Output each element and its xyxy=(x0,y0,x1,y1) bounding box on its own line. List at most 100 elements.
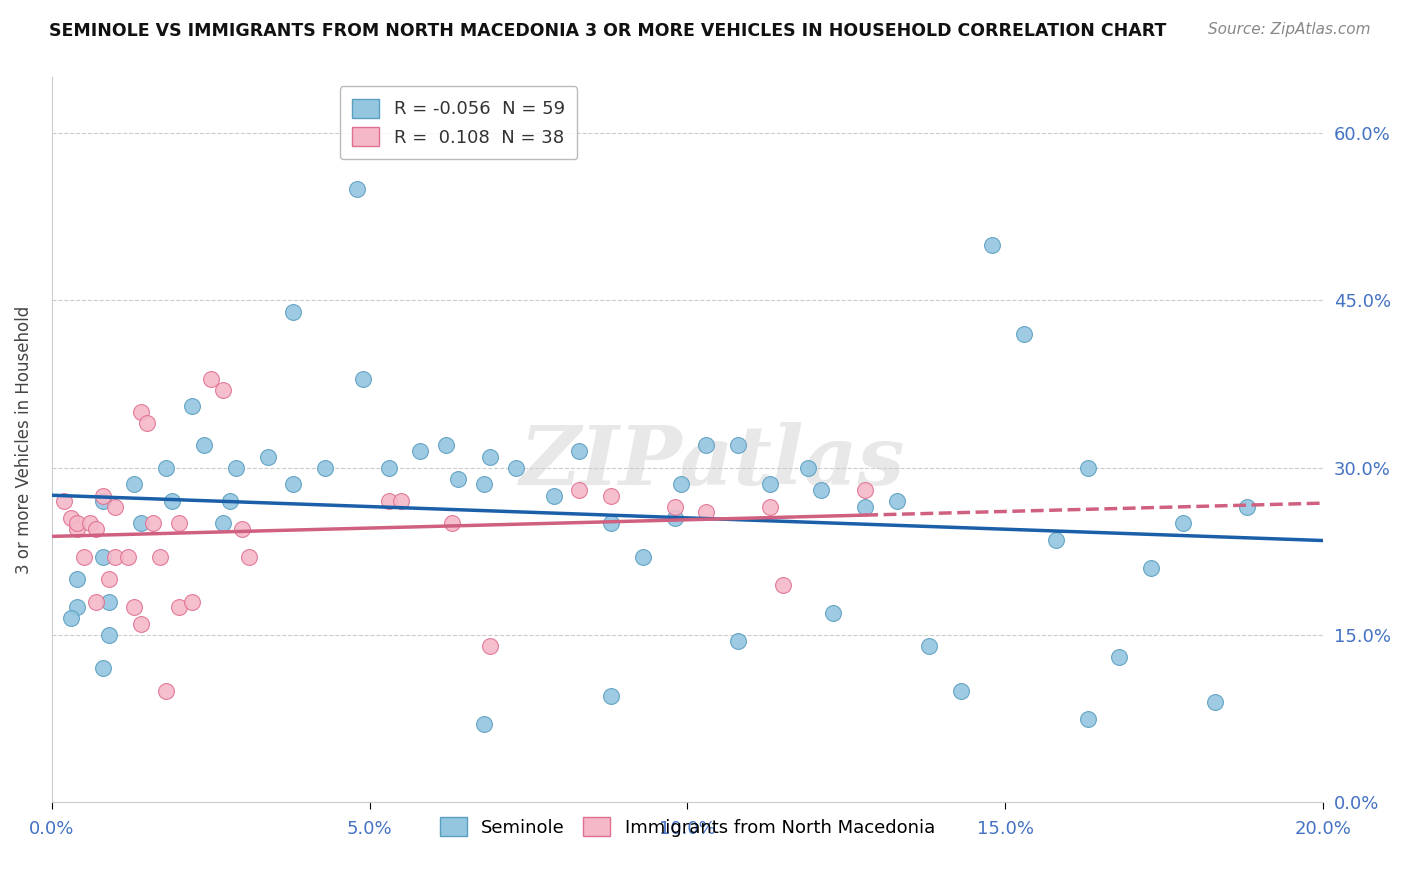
Point xyxy=(72,549,94,564)
Point xyxy=(218,494,240,508)
Point xyxy=(823,606,845,620)
Point xyxy=(225,460,247,475)
Point xyxy=(479,639,502,653)
Point xyxy=(1204,695,1226,709)
Point xyxy=(129,516,152,531)
Point xyxy=(949,683,972,698)
Point xyxy=(981,237,1004,252)
Point xyxy=(352,371,374,385)
Point xyxy=(84,522,107,536)
Point xyxy=(238,549,260,564)
Point xyxy=(104,549,127,564)
Point xyxy=(117,549,139,564)
Point xyxy=(59,511,82,525)
Point xyxy=(1012,326,1035,341)
Point xyxy=(600,690,623,704)
Point xyxy=(97,572,120,586)
Point xyxy=(1171,516,1194,531)
Point xyxy=(180,594,202,608)
Point xyxy=(853,500,876,514)
Point xyxy=(149,549,172,564)
Point xyxy=(346,182,368,196)
Point xyxy=(797,460,820,475)
Text: ZIPatlas: ZIPatlas xyxy=(520,422,905,501)
Point xyxy=(600,516,623,531)
Point xyxy=(124,600,146,615)
Point xyxy=(66,572,89,586)
Point xyxy=(664,500,686,514)
Point xyxy=(727,438,749,452)
Point xyxy=(162,494,184,508)
Point xyxy=(97,628,120,642)
Point xyxy=(155,683,177,698)
Point xyxy=(79,516,101,531)
Point xyxy=(155,460,177,475)
Point xyxy=(283,477,305,491)
Point xyxy=(1077,712,1099,726)
Point xyxy=(283,304,305,318)
Point xyxy=(104,500,127,514)
Point xyxy=(759,500,782,514)
Point xyxy=(167,516,190,531)
Point xyxy=(66,522,89,536)
Point xyxy=(631,549,654,564)
Point xyxy=(256,450,278,464)
Point xyxy=(97,594,120,608)
Point xyxy=(1236,500,1258,514)
Point xyxy=(600,489,623,503)
Point xyxy=(129,616,152,631)
Point xyxy=(193,438,215,452)
Point xyxy=(84,594,107,608)
Point xyxy=(53,494,76,508)
Point xyxy=(409,444,432,458)
Point xyxy=(664,511,686,525)
Point xyxy=(91,549,114,564)
Point xyxy=(66,516,89,531)
Point xyxy=(543,489,565,503)
Point xyxy=(669,477,692,491)
Point xyxy=(129,405,152,419)
Point xyxy=(441,516,464,531)
Point xyxy=(568,483,591,497)
Point xyxy=(167,600,190,615)
Point xyxy=(1140,561,1163,575)
Point xyxy=(568,444,591,458)
Point xyxy=(695,438,717,452)
Point xyxy=(1045,533,1067,548)
Point xyxy=(886,494,908,508)
Point xyxy=(918,639,941,653)
Point xyxy=(180,400,202,414)
Point xyxy=(231,522,253,536)
Point xyxy=(853,483,876,497)
Point xyxy=(200,371,222,385)
Point xyxy=(772,578,794,592)
Point xyxy=(212,383,235,397)
Point xyxy=(759,477,782,491)
Point xyxy=(1108,650,1130,665)
Legend: Seminole, Immigrants from North Macedonia: Seminole, Immigrants from North Macedoni… xyxy=(433,810,942,844)
Text: Source: ZipAtlas.com: Source: ZipAtlas.com xyxy=(1208,22,1371,37)
Point xyxy=(389,494,412,508)
Point xyxy=(91,489,114,503)
Point xyxy=(434,438,457,452)
Point xyxy=(314,460,336,475)
Point xyxy=(142,516,165,531)
Point xyxy=(695,505,717,519)
Point xyxy=(91,661,114,675)
Point xyxy=(810,483,832,497)
Text: SEMINOLE VS IMMIGRANTS FROM NORTH MACEDONIA 3 OR MORE VEHICLES IN HOUSEHOLD CORR: SEMINOLE VS IMMIGRANTS FROM NORTH MACEDO… xyxy=(49,22,1167,40)
Point xyxy=(505,460,527,475)
Point xyxy=(212,516,235,531)
Point xyxy=(479,450,502,464)
Point xyxy=(91,494,114,508)
Point xyxy=(1077,460,1099,475)
Point xyxy=(377,460,399,475)
Point xyxy=(136,416,159,430)
Point xyxy=(472,477,495,491)
Point xyxy=(447,472,470,486)
Point xyxy=(66,600,89,615)
Y-axis label: 3 or more Vehicles in Household: 3 or more Vehicles in Household xyxy=(15,306,32,574)
Point xyxy=(377,494,399,508)
Point xyxy=(124,477,146,491)
Point xyxy=(59,611,82,625)
